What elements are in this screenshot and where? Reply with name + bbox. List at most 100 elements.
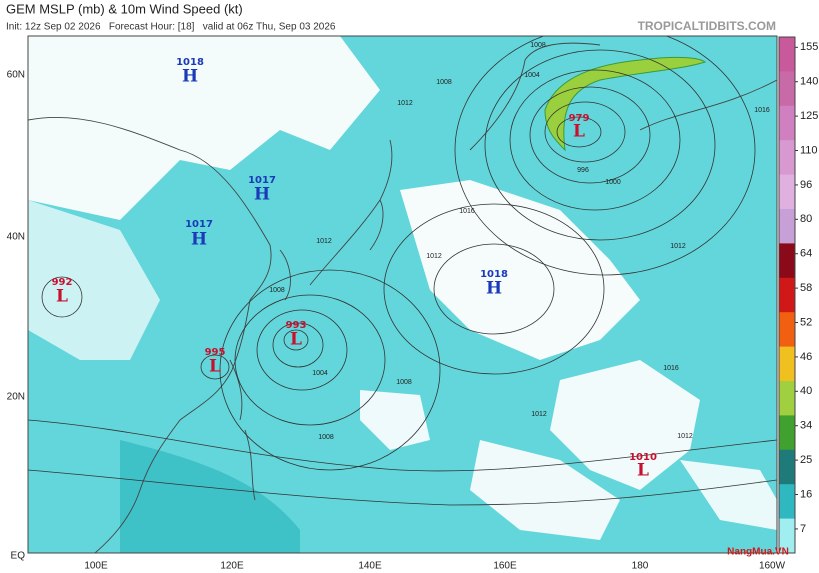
colorbar-label: 7: [800, 523, 806, 535]
center-value: 1017: [248, 175, 276, 186]
colorbar-label: 34: [800, 420, 812, 432]
center-symbol: H: [182, 67, 198, 87]
colorbar-segment: [779, 140, 795, 176]
lat-label: 60N: [7, 70, 25, 81]
center-value: 1017: [185, 219, 213, 230]
isobar-label: 996: [577, 167, 589, 174]
center-value: 992: [52, 277, 73, 288]
colorbar-label: 110: [800, 144, 818, 156]
lon-label: 160W: [759, 561, 786, 572]
subtitle: Init: 12z Sep 02 2026 Forecast Hour: [18…: [6, 22, 336, 33]
title: GEM MSLP (mb) & 10m Wind Speed (kt): [6, 1, 243, 16]
isobar-label: 1012: [316, 238, 332, 245]
calm-area: [360, 390, 430, 450]
isobar-label: 1012: [670, 243, 686, 250]
center-symbol: H: [191, 230, 207, 250]
isobar-label: 1008: [530, 42, 546, 49]
isobars: [28, 36, 777, 506]
colorbar-segment: [779, 174, 795, 210]
lat-label: EQ: [11, 551, 26, 562]
calm-area: [470, 440, 620, 540]
center-value: 993: [286, 320, 307, 331]
colorbar-segment: [779, 209, 795, 244]
calm-area: [550, 360, 700, 490]
coastline: [229, 79, 777, 501]
center-value: 1018: [176, 57, 204, 68]
map-frame: [27, 35, 778, 554]
center-symbol: L: [637, 461, 649, 481]
colorbar-label: 140: [800, 76, 818, 88]
colorbar-label: 52: [800, 316, 812, 328]
coastline: [279, 139, 393, 301]
colorbar-label: 155: [800, 41, 818, 53]
center-value: 979: [569, 113, 590, 124]
isobar-label: 1012: [426, 253, 442, 260]
lon-label: 140E: [358, 561, 382, 572]
isobar-label: 1012: [397, 100, 413, 107]
wind-field: [120, 440, 300, 553]
colorbar-segment: [779, 346, 795, 382]
center-value: 1010: [629, 452, 657, 463]
lon-label: 100E: [84, 561, 108, 572]
colorbar: 155 140 125 110 96 80 64 58 52 46 40 34 25 16 7: [778, 36, 818, 554]
center-symbol: H: [486, 279, 502, 299]
lat-label: 20N: [7, 392, 25, 403]
colorbar-segment: [779, 243, 795, 279]
center-symbol: L: [56, 287, 68, 307]
colorbar-segment: [779, 37, 795, 72]
calm-area: [28, 36, 380, 220]
colorbar-label: 80: [800, 213, 812, 225]
colorbar-frame: [778, 36, 796, 554]
center-symbol: L: [290, 330, 302, 350]
isobar-label: 1004: [524, 72, 540, 79]
colorbar-label: 46: [800, 351, 812, 363]
lon-label: 180: [632, 561, 649, 572]
center-value: 995: [205, 347, 226, 358]
isobar-label: 1008: [436, 79, 452, 86]
calm-area: [400, 180, 640, 360]
isobar-label: 1016: [459, 208, 475, 215]
isobar-labels: 1012 1008 1008 1004 1016 1012 1012 1008 1004 1008…: [269, 42, 770, 441]
colorbar-label: 40: [800, 385, 812, 397]
colorbar-label: 16: [800, 488, 812, 500]
lon-label: 120E: [220, 561, 244, 572]
colorbar-segment: [779, 312, 795, 348]
isobar-label: 1008: [396, 379, 412, 386]
lat-label: 40N: [7, 232, 25, 243]
map: 1018 H 1017 H 1017 H 992 L 993 L 995 L 9…: [27, 35, 778, 554]
colorbar-label: 64: [800, 248, 812, 260]
center-symbol: H: [254, 185, 270, 205]
coastline: [469, 42, 601, 151]
colorbar-label: 25: [800, 454, 812, 466]
isobar-label: 1000: [605, 179, 621, 186]
isobar-label: 1012: [531, 411, 547, 418]
isobar-label: 1004: [312, 370, 328, 377]
coastline: [28, 116, 272, 553]
colorbar-segment: [779, 381, 795, 416]
isobar-label: 1016: [663, 365, 679, 372]
colorbar-segment: [779, 71, 795, 107]
colorbar-segment: [779, 415, 795, 451]
colorbar-segment: [779, 105, 795, 141]
lon-label: 160E: [493, 561, 517, 572]
brand: TROPICALTIDBITS.COM: [638, 19, 776, 33]
strong-wind: [544, 56, 707, 152]
colorbar-segment: [779, 518, 795, 554]
colorbar-label: 96: [800, 179, 812, 191]
colorbar-segment: [779, 484, 795, 520]
isobar-label: 1008: [269, 287, 285, 294]
colorbar-segment: [779, 449, 795, 485]
isobar-label: 1016: [754, 107, 770, 114]
colorbar-label: 125: [800, 110, 818, 122]
calm-area: [28, 200, 160, 360]
watermark: NangMua.VN: [727, 547, 789, 558]
center-symbol: L: [209, 357, 221, 377]
isobar-label: 1008: [318, 434, 334, 441]
center-symbol: L: [573, 122, 585, 142]
colorbar-segment: [779, 277, 795, 313]
isobar-label: 1012: [677, 433, 693, 440]
colorbar-label: 58: [800, 282, 812, 294]
calm-area: [680, 460, 777, 530]
center-value: 1018: [480, 269, 508, 280]
